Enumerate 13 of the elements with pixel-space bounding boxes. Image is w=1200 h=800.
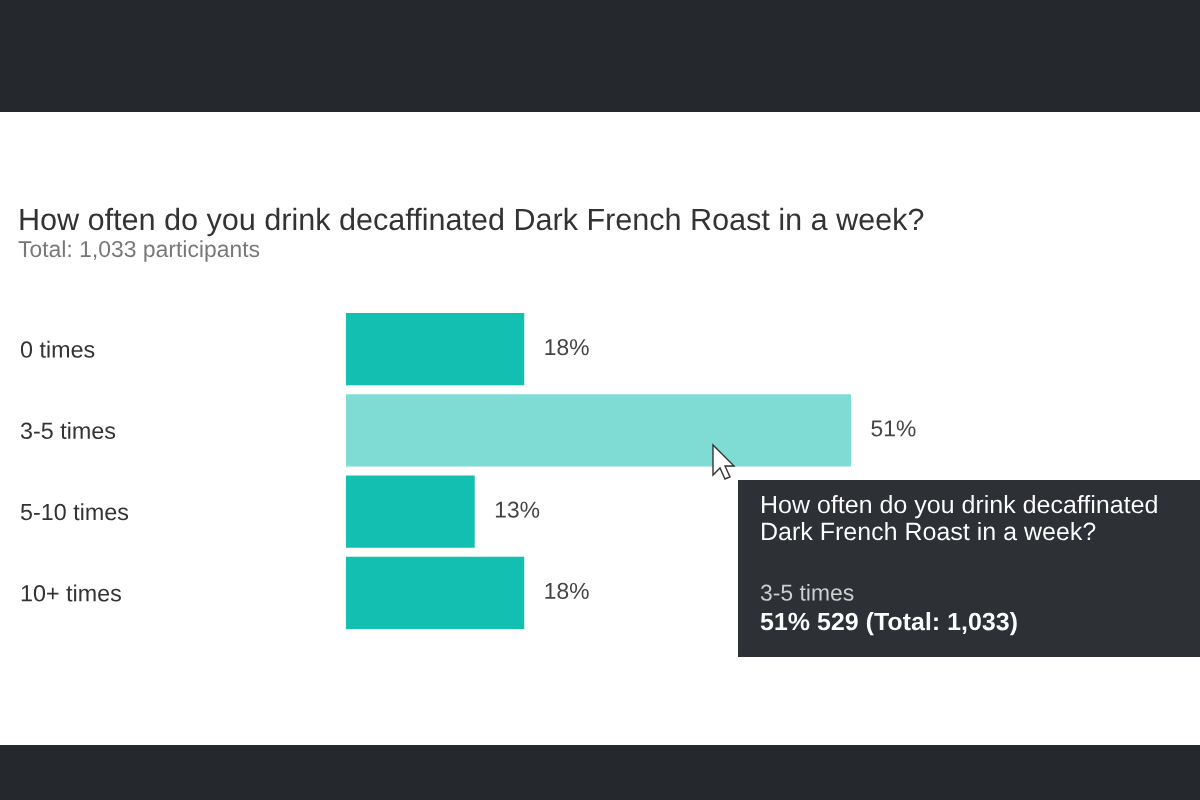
data-label: 51% — [871, 420, 916, 437]
y-tick-label: 5-10 times — [20, 503, 129, 521]
text: Total: 1,033 participants — [18, 240, 260, 262]
y-tick-label: 10+ times — [21, 584, 121, 602]
data-label: 13% — [495, 501, 540, 518]
annotation: 51% 529 (Total: 1,033) — [760, 612, 1017, 636]
y-tick-label: 3-5 times — [20, 421, 116, 440]
annotation: How often do you drink decaffinated Dark French Roast in a week? — [762, 495, 1157, 541]
data-label: 18% — [545, 339, 589, 356]
chart-title: How often do you drink decaffinated Dark French Roast in a week? — [20, 207, 924, 237]
y-tick-label: 0 times — [20, 340, 95, 358]
annotation: 3-5 times — [760, 584, 854, 601]
data-label: 18% — [545, 582, 589, 600]
